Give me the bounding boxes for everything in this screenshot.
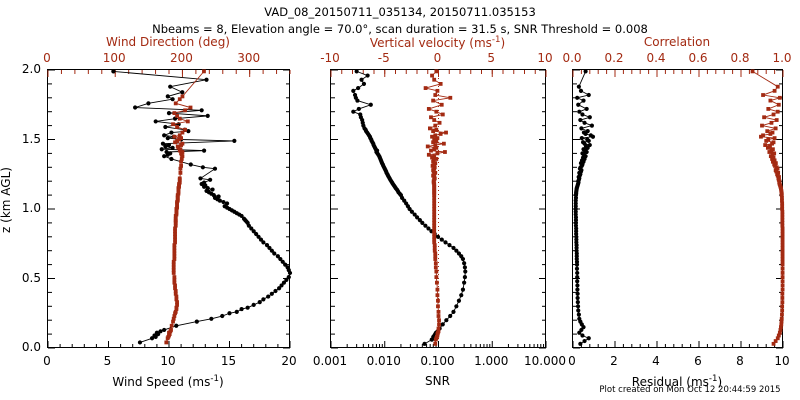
panel-snr — [330, 69, 547, 349]
y-tick-label: 0.0 — [21, 340, 41, 354]
x-axis-label: Residual (ms-1) — [631, 374, 723, 389]
top-x-tick-label: -10 — [320, 51, 340, 65]
x-tick-label: 10.000 — [524, 354, 566, 368]
top-x-axis-label: Correlation — [643, 35, 711, 49]
top-x-tick-label: 100 — [102, 51, 126, 65]
x-axis-label: SNR — [425, 374, 450, 388]
x-axis-label: Wind Speed (ms-1) — [112, 374, 224, 389]
top-x-tick-label: 1.0 — [772, 51, 792, 65]
figure-subtitle: Nbeams = 8, Elevation angle = 70.0°, sca… — [152, 22, 648, 36]
x-tick-label: 1.000 — [474, 354, 509, 368]
panel-residual — [572, 69, 785, 349]
x-tick-label: 8 — [736, 354, 744, 368]
x-tick-label: 6 — [694, 354, 702, 368]
y-tick-label: 1.0 — [21, 201, 41, 215]
x-tick-label: 4 — [652, 354, 660, 368]
plot-creation-timestamp: Plot created on Mon Oct 12 20:44:59 2015 — [599, 385, 781, 395]
x-tick-label: 0.100 — [420, 354, 455, 368]
top-x-tick-label: 5 — [487, 51, 496, 65]
y-tick-label: 1.5 — [21, 131, 41, 146]
y-tick-label: 0.5 — [21, 270, 41, 285]
x-tick-label: 0.001 — [312, 354, 348, 368]
top-x-tick-label: 0 — [43, 51, 51, 65]
x-tick-label: 10 — [774, 354, 790, 368]
top-x-axis-label: Wind Direction (deg) — [106, 35, 230, 49]
figure-title: VAD_08_20150711_035134, 20150711.035153 — [264, 5, 536, 19]
top-x-tick-label: 0.4 — [646, 51, 666, 65]
panel-wind — [47, 69, 293, 349]
top-x-tick-label: 0.6 — [688, 51, 708, 65]
x-tick-label: 2 — [610, 354, 618, 368]
x-tick-label: 0 — [568, 354, 576, 368]
x-tick-label: 10 — [160, 354, 176, 368]
top-x-axis-label: Vertical velocity (ms-1) — [369, 35, 506, 50]
top-x-tick-label: 10 — [537, 51, 553, 65]
top-x-tick-label: 0.0 — [562, 51, 582, 65]
top-x-tick-label: 200 — [169, 51, 193, 65]
top-x-tick-label: 300 — [237, 51, 261, 65]
x-tick-label: 15 — [220, 354, 237, 368]
x-tick-label: 0 — [43, 354, 51, 368]
top-x-tick-label: -5 — [377, 51, 390, 65]
top-x-tick-label: 0.2 — [604, 51, 624, 65]
top-x-tick-label: 0 — [433, 51, 442, 65]
top-x-tick-label: 0.8 — [730, 51, 750, 65]
y-axis-label: z (km AGL) — [0, 167, 13, 233]
y-tick-label: 2.0 — [21, 62, 41, 76]
x-tick-label: 0.010 — [366, 354, 401, 368]
x-tick-label: 20 — [281, 354, 297, 368]
x-tick-label: 5 — [103, 354, 112, 368]
